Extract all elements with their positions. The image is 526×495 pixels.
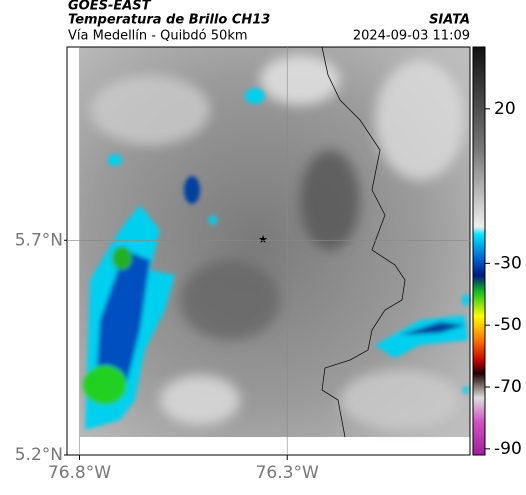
x-tick-label: 76.3°W xyxy=(256,463,319,483)
colorbar-tick-label: -90 xyxy=(494,439,522,459)
colorbar-tick-label: 20 xyxy=(494,99,516,119)
x-tick-label: 76.8°W xyxy=(48,463,111,483)
colorbar-tick-label: -70 xyxy=(494,377,522,397)
subtitle: Temperatura de Brillo CH13 xyxy=(68,13,270,28)
y-tick-label: 5.7°N xyxy=(15,230,63,250)
datetime: 2024-09-03 11:09 xyxy=(353,29,470,44)
svg-text:★: ★ xyxy=(258,233,268,246)
title: GOES-EAST xyxy=(68,0,152,14)
satellite-image: ★ xyxy=(80,46,470,438)
brand: SIATA xyxy=(429,13,470,28)
colorbar xyxy=(472,46,486,456)
y-tick-label: 5.2°N xyxy=(15,445,63,465)
route: Vía Medellín - Quibdó 50km xyxy=(68,29,248,44)
colorbar-tick-label: -50 xyxy=(494,315,522,335)
colorbar-tick-label: -30 xyxy=(494,253,522,273)
map-frame xyxy=(66,46,471,456)
